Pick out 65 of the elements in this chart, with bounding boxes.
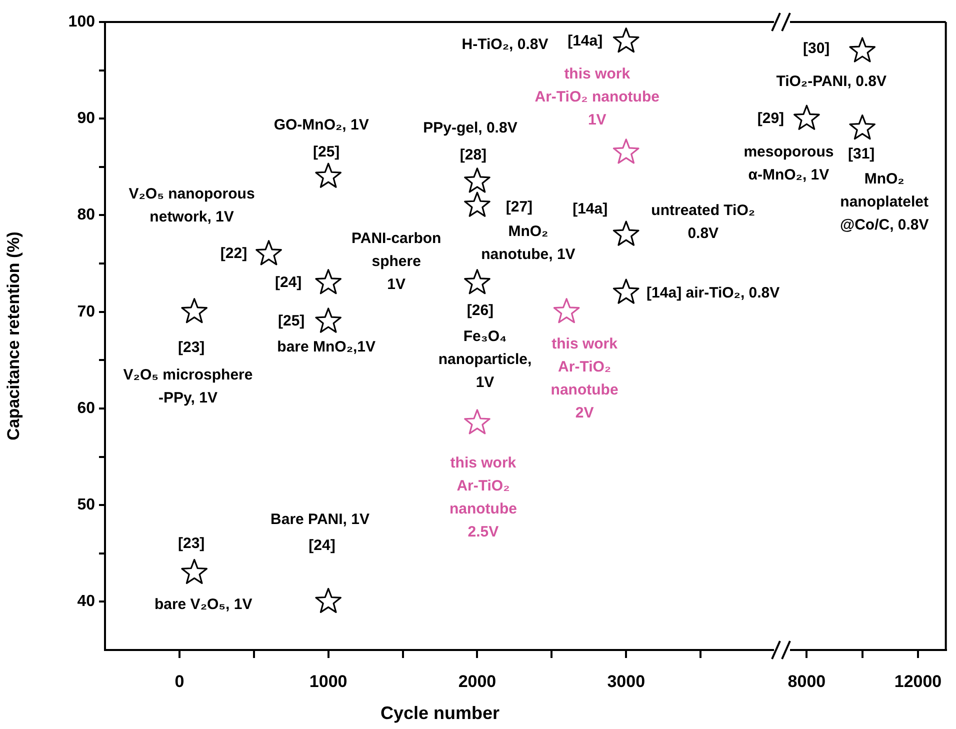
- annotation: TiO₂-PANI, 0.8V: [776, 73, 887, 90]
- point: [612, 278, 640, 304]
- annotation: [14a] air-TiO₂, 0.8V: [646, 284, 780, 302]
- y-axis-title: Capacitance retention (%): [4, 232, 23, 440]
- annotation: this work Ar-TiO₂ nanotube 2.5V: [449, 454, 517, 541]
- annotation: Bare PANI, 1V: [270, 511, 370, 528]
- annotation: PPy-gel, 0.8V: [423, 120, 518, 137]
- annotation: this work Ar-TiO₂ nanotube 2V: [550, 335, 618, 422]
- point: [612, 28, 640, 53]
- point: [612, 220, 640, 246]
- x-axis-title: Cycle number: [380, 703, 500, 724]
- annotation: mesoporous α-MnO₂, 1V: [744, 143, 834, 184]
- annotation: V₂O₅ nanoporous network, 1V: [128, 186, 255, 226]
- annotation: [14a]: [572, 200, 608, 218]
- x-tick-label: 0: [174, 672, 184, 691]
- point: [315, 162, 342, 188]
- point: [181, 298, 208, 324]
- annotation: bare V₂O₅, 1V: [154, 596, 252, 613]
- y-tick-label: 80: [77, 206, 96, 224]
- annotation: [25]: [278, 312, 305, 330]
- annotation: GO-MnO₂, 1V: [274, 116, 369, 134]
- annotation: MnO₂ nanoplatelet @Co/C, 0.8V: [840, 170, 929, 234]
- annotation: [14a]: [568, 32, 603, 50]
- annotation: PANI-carbon sphere 1V: [351, 230, 442, 293]
- point: [464, 168, 490, 193]
- annotation: bare MnO₂,1V: [277, 338, 376, 356]
- annotation: [24]: [274, 274, 302, 291]
- annotation: [24]: [308, 537, 336, 554]
- annotation: [23]: [178, 338, 205, 356]
- y-tick-label: 60: [77, 400, 96, 417]
- point: [315, 269, 342, 294]
- annotation: [26]: [466, 302, 494, 319]
- annotation: H-TiO₂, 0.8V: [462, 36, 548, 54]
- annotation: [25]: [312, 144, 340, 161]
- y-tick-label: 40: [77, 593, 96, 610]
- y-tick-label: 50: [77, 496, 96, 514]
- annotation: [23]: [178, 534, 205, 552]
- y-tick-label: 100: [68, 13, 96, 30]
- annotation: [31]: [848, 145, 875, 162]
- point: [315, 308, 342, 333]
- point: [181, 558, 208, 584]
- annotation: [28]: [460, 146, 487, 164]
- point: [464, 192, 490, 217]
- point: [464, 269, 490, 294]
- annotation: [29]: [757, 110, 784, 127]
- x-tick-label: 8000: [788, 672, 826, 691]
- point: [315, 588, 342, 614]
- x-tick-label: 1000: [309, 672, 348, 691]
- point: [256, 240, 282, 266]
- annotation: untreated TiO₂ 0.8V: [651, 202, 756, 242]
- point: [612, 138, 640, 164]
- x-tick-label: 3000: [607, 672, 646, 691]
- point: [464, 409, 490, 434]
- annotation: Fe₃O₄ nanoparticle, 1V: [438, 328, 532, 392]
- annotation: MnO₂ nanotube, 1V: [481, 223, 576, 264]
- x-tick-label: 2000: [458, 672, 496, 691]
- annotation: [27]: [506, 198, 533, 216]
- point: [553, 298, 580, 324]
- annotation: this work Ar-TiO₂ nanotube 1V: [534, 66, 660, 129]
- x-tick-label: 12000: [894, 672, 942, 691]
- annotation: [22]: [220, 245, 248, 262]
- y-tick-label: 90: [77, 110, 96, 128]
- y-tick-label: 70: [77, 303, 96, 320]
- annotation: V₂O₅ microsphere -PPy, 1V: [123, 366, 253, 407]
- annotation: [30]: [803, 40, 830, 58]
